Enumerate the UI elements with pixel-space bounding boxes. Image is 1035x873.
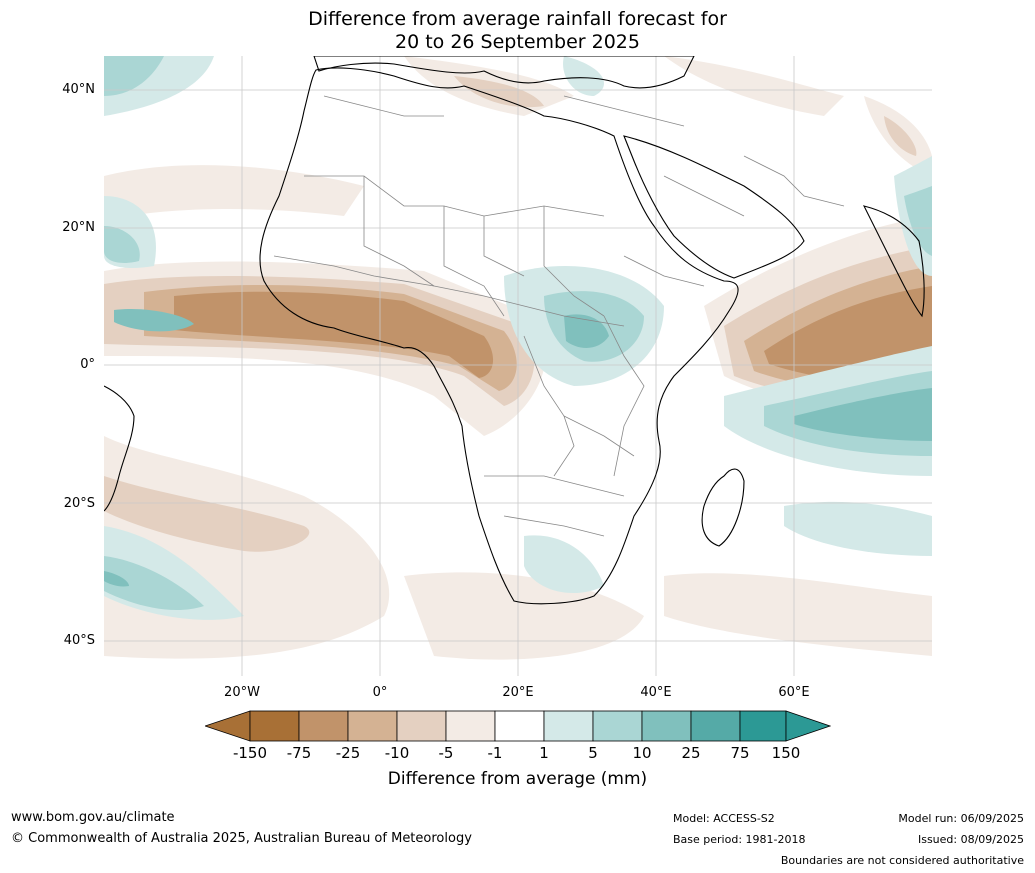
rainfall-anomaly-map xyxy=(104,56,932,676)
website-link[interactable]: www.bom.gov.au/climate xyxy=(11,810,175,825)
colorbar-seg-6 xyxy=(494,710,545,742)
colorbar-tick: 10 xyxy=(632,744,652,762)
disclaimer-text: Boundaries are not considered authoritat… xyxy=(780,854,1024,867)
base-period-text: Base period: 1981-2018 xyxy=(673,833,806,846)
lon-label-40e: 40°E xyxy=(640,685,672,700)
lon-label-60e: 60°E xyxy=(778,685,810,700)
lat-label-equator: 0° xyxy=(80,357,95,372)
coastlines xyxy=(104,56,925,605)
map-title: Difference from average rainfall forecas… xyxy=(0,8,1035,54)
model-text: Model: ACCESS-S2 xyxy=(673,812,775,825)
colorbar-seg-max xyxy=(785,710,831,742)
colorbar-seg-3 xyxy=(347,710,398,742)
colorbar-tick: 1 xyxy=(539,744,549,762)
colorbar-tick: -5 xyxy=(438,744,454,762)
wet-strong-zones xyxy=(104,308,932,587)
title-line-1: Difference from average rainfall forecas… xyxy=(308,8,727,30)
colorbar-tick: 25 xyxy=(681,744,701,762)
colorbar-seg-10 xyxy=(690,710,741,742)
lat-label-20n: 20°N xyxy=(62,220,95,235)
madagascar-coast xyxy=(701,468,745,547)
colorbar-tick: 150 xyxy=(771,744,801,762)
colorbar-tick: -1 xyxy=(487,744,503,762)
lat-label-20s: 20°S xyxy=(63,496,95,511)
india-coast xyxy=(862,205,925,318)
colorbar-title: Difference from average (mm) xyxy=(387,769,648,789)
model-run-text: Model run: 06/09/2025 xyxy=(898,812,1024,825)
colorbar xyxy=(205,710,831,742)
arabia-coast xyxy=(623,135,805,279)
lon-label-20w: 20°W xyxy=(224,685,260,700)
south-america-coast xyxy=(104,385,135,512)
colorbar-seg-1 xyxy=(249,710,300,742)
lon-label-20e: 20°E xyxy=(502,685,534,700)
lon-label-0: 0° xyxy=(372,685,388,700)
colorbar-seg-9 xyxy=(641,710,692,742)
map-canvas xyxy=(104,56,932,676)
colorbar-tick: 75 xyxy=(730,744,750,762)
colorbar-tick: -150 xyxy=(232,744,268,762)
colorbar-seg-8 xyxy=(592,710,643,742)
copyright-text: © Commonwealth of Australia 2025, Austra… xyxy=(11,831,472,846)
colorbar-tick: -25 xyxy=(335,744,361,762)
title-line-2: 20 to 26 September 2025 xyxy=(395,31,640,53)
colorbar-tick: -75 xyxy=(286,744,312,762)
colorbar-tick: -10 xyxy=(384,744,410,762)
europe-coast xyxy=(313,56,695,89)
colorbar-tick: 5 xyxy=(588,744,598,762)
colorbar-seg-2 xyxy=(298,710,349,742)
colorbar-seg-min xyxy=(205,710,251,742)
africa-coast xyxy=(259,67,739,605)
colorbar-seg-5 xyxy=(445,710,496,742)
lat-label-40n: 40°N xyxy=(62,82,95,97)
colorbar-seg-4 xyxy=(396,710,447,742)
colorbar-seg-7 xyxy=(543,710,594,742)
country-borders xyxy=(273,95,845,537)
issued-text: Issued: 08/09/2025 xyxy=(917,833,1024,846)
lat-label-40s: 40°S xyxy=(63,633,95,648)
graticule xyxy=(104,56,932,676)
colorbar-seg-11 xyxy=(739,710,787,742)
